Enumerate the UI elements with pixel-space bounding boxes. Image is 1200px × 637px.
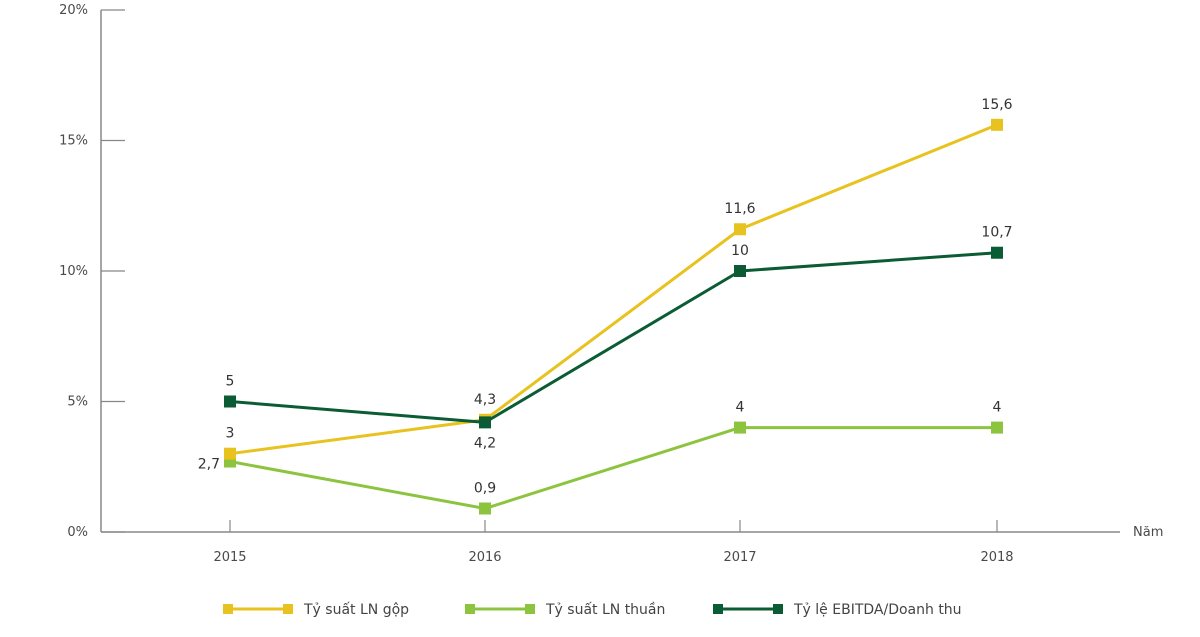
y-tick-label: 5% — [67, 395, 88, 410]
data-label: 4,3 — [474, 392, 496, 408]
data-label: 10,7 — [981, 225, 1012, 241]
y-tick-label: 10% — [59, 264, 88, 279]
series-layer — [224, 118, 1003, 515]
legend-label: Tỷ suất LN gộp — [303, 602, 409, 618]
legend-label: Tỷ lệ EBITDA/Doanh thu — [793, 602, 962, 618]
x-ticks: 2015 2016 2017 2018 — [213, 520, 1014, 565]
legend-label: Tỷ suất LN thuần — [545, 602, 665, 618]
data-label: 2,7 — [198, 457, 220, 473]
data-point-marker — [734, 265, 746, 277]
data-label: 4 — [993, 400, 1002, 416]
data-point-marker — [734, 421, 746, 434]
data-label: 4 — [736, 400, 745, 416]
data-label: 4,2 — [474, 435, 496, 451]
series-line — [229, 426, 997, 511]
y-tick-label: 20% — [59, 3, 88, 18]
y-tick-label: 15% — [59, 134, 88, 149]
data-label: 5 — [226, 374, 235, 390]
legend-swatch-marker — [283, 604, 293, 614]
legend-swatch-marker — [223, 604, 233, 614]
series-line — [229, 123, 998, 456]
data-point-marker — [479, 502, 491, 515]
data-label: 15,6 — [981, 97, 1012, 113]
data-label: 10 — [731, 243, 749, 259]
data-point-marker — [991, 246, 1003, 259]
data-point-marker — [224, 447, 236, 460]
data-labels: 3 4,3 11,6 15,6 2,7 0,9 4 4 5 4,2 10 10,7 — [198, 97, 1013, 497]
data-point-marker — [224, 395, 236, 408]
legend-swatch-marker — [773, 604, 783, 614]
series-line — [229, 251, 998, 424]
legend-swatch-marker — [465, 604, 475, 614]
x-tick-label: 2015 — [213, 550, 246, 565]
data-label: 3 — [226, 426, 235, 442]
x-tick-label: 2017 — [723, 550, 756, 565]
x-axis-label: Năm — [1133, 525, 1163, 540]
data-point-marker — [991, 118, 1003, 131]
y-tick-label: 0% — [67, 525, 88, 540]
legend-swatch-marker — [525, 604, 535, 614]
x-tick-label: 2018 — [980, 550, 1013, 565]
data-label: 11,6 — [724, 201, 755, 217]
data-label: 0,9 — [474, 481, 496, 497]
x-tick-label: 2016 — [468, 550, 501, 565]
data-point-marker — [479, 416, 491, 429]
data-point-marker — [734, 223, 746, 236]
y-ticks: 0% 5% 10% 15% 20% — [59, 3, 125, 540]
legend: Tỷ suất LN gộp Tỷ suất LN thuần Tỷ lệ EBIT… — [223, 602, 962, 618]
legend-swatch-marker — [713, 604, 723, 614]
data-point-marker — [991, 421, 1003, 434]
